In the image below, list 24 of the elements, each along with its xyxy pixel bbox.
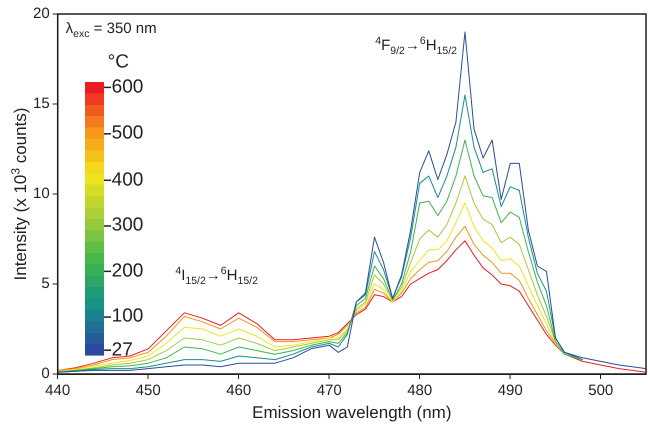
annotation: $^{4}$I$_{15/2}$→$^{6}$H$_{15/2}$ — [175, 265, 258, 288]
y-tick-label: 15 — [32, 95, 50, 112]
x-tick-label: 440 — [45, 382, 70, 400]
y-tick-label: 5 — [41, 275, 50, 292]
x-tick-label: 460 — [226, 382, 252, 400]
x-tick-label: 470 — [316, 382, 342, 400]
annotation: 27 — [112, 339, 133, 362]
y-tick-label: 0 — [41, 365, 50, 382]
y-tick-label: 10 — [32, 185, 50, 202]
x-axis-title: Emission wavelength (nm) — [252, 403, 452, 423]
x-tick-label: 490 — [498, 382, 523, 400]
x-tick-label: 450 — [136, 382, 161, 400]
annotation: 500 — [112, 122, 144, 145]
annotation: 200 — [112, 260, 144, 282]
annotation: 600 — [112, 76, 144, 98]
y-tick-label: 20 — [32, 5, 50, 22]
x-tick-label: 500 — [588, 382, 614, 400]
annotation: 400 — [112, 169, 144, 192]
annotation: λ$_{exc}$ = 350 nm — [66, 20, 157, 41]
annotation: 300 — [112, 214, 144, 237]
annotation: °C — [108, 51, 129, 74]
annotation: $^{4}$F$_{9/2}$→$^{6}$H$_{15/2}$ — [375, 35, 457, 58]
annotation: 100 — [112, 306, 144, 328]
x-tick-label: 480 — [407, 382, 432, 400]
